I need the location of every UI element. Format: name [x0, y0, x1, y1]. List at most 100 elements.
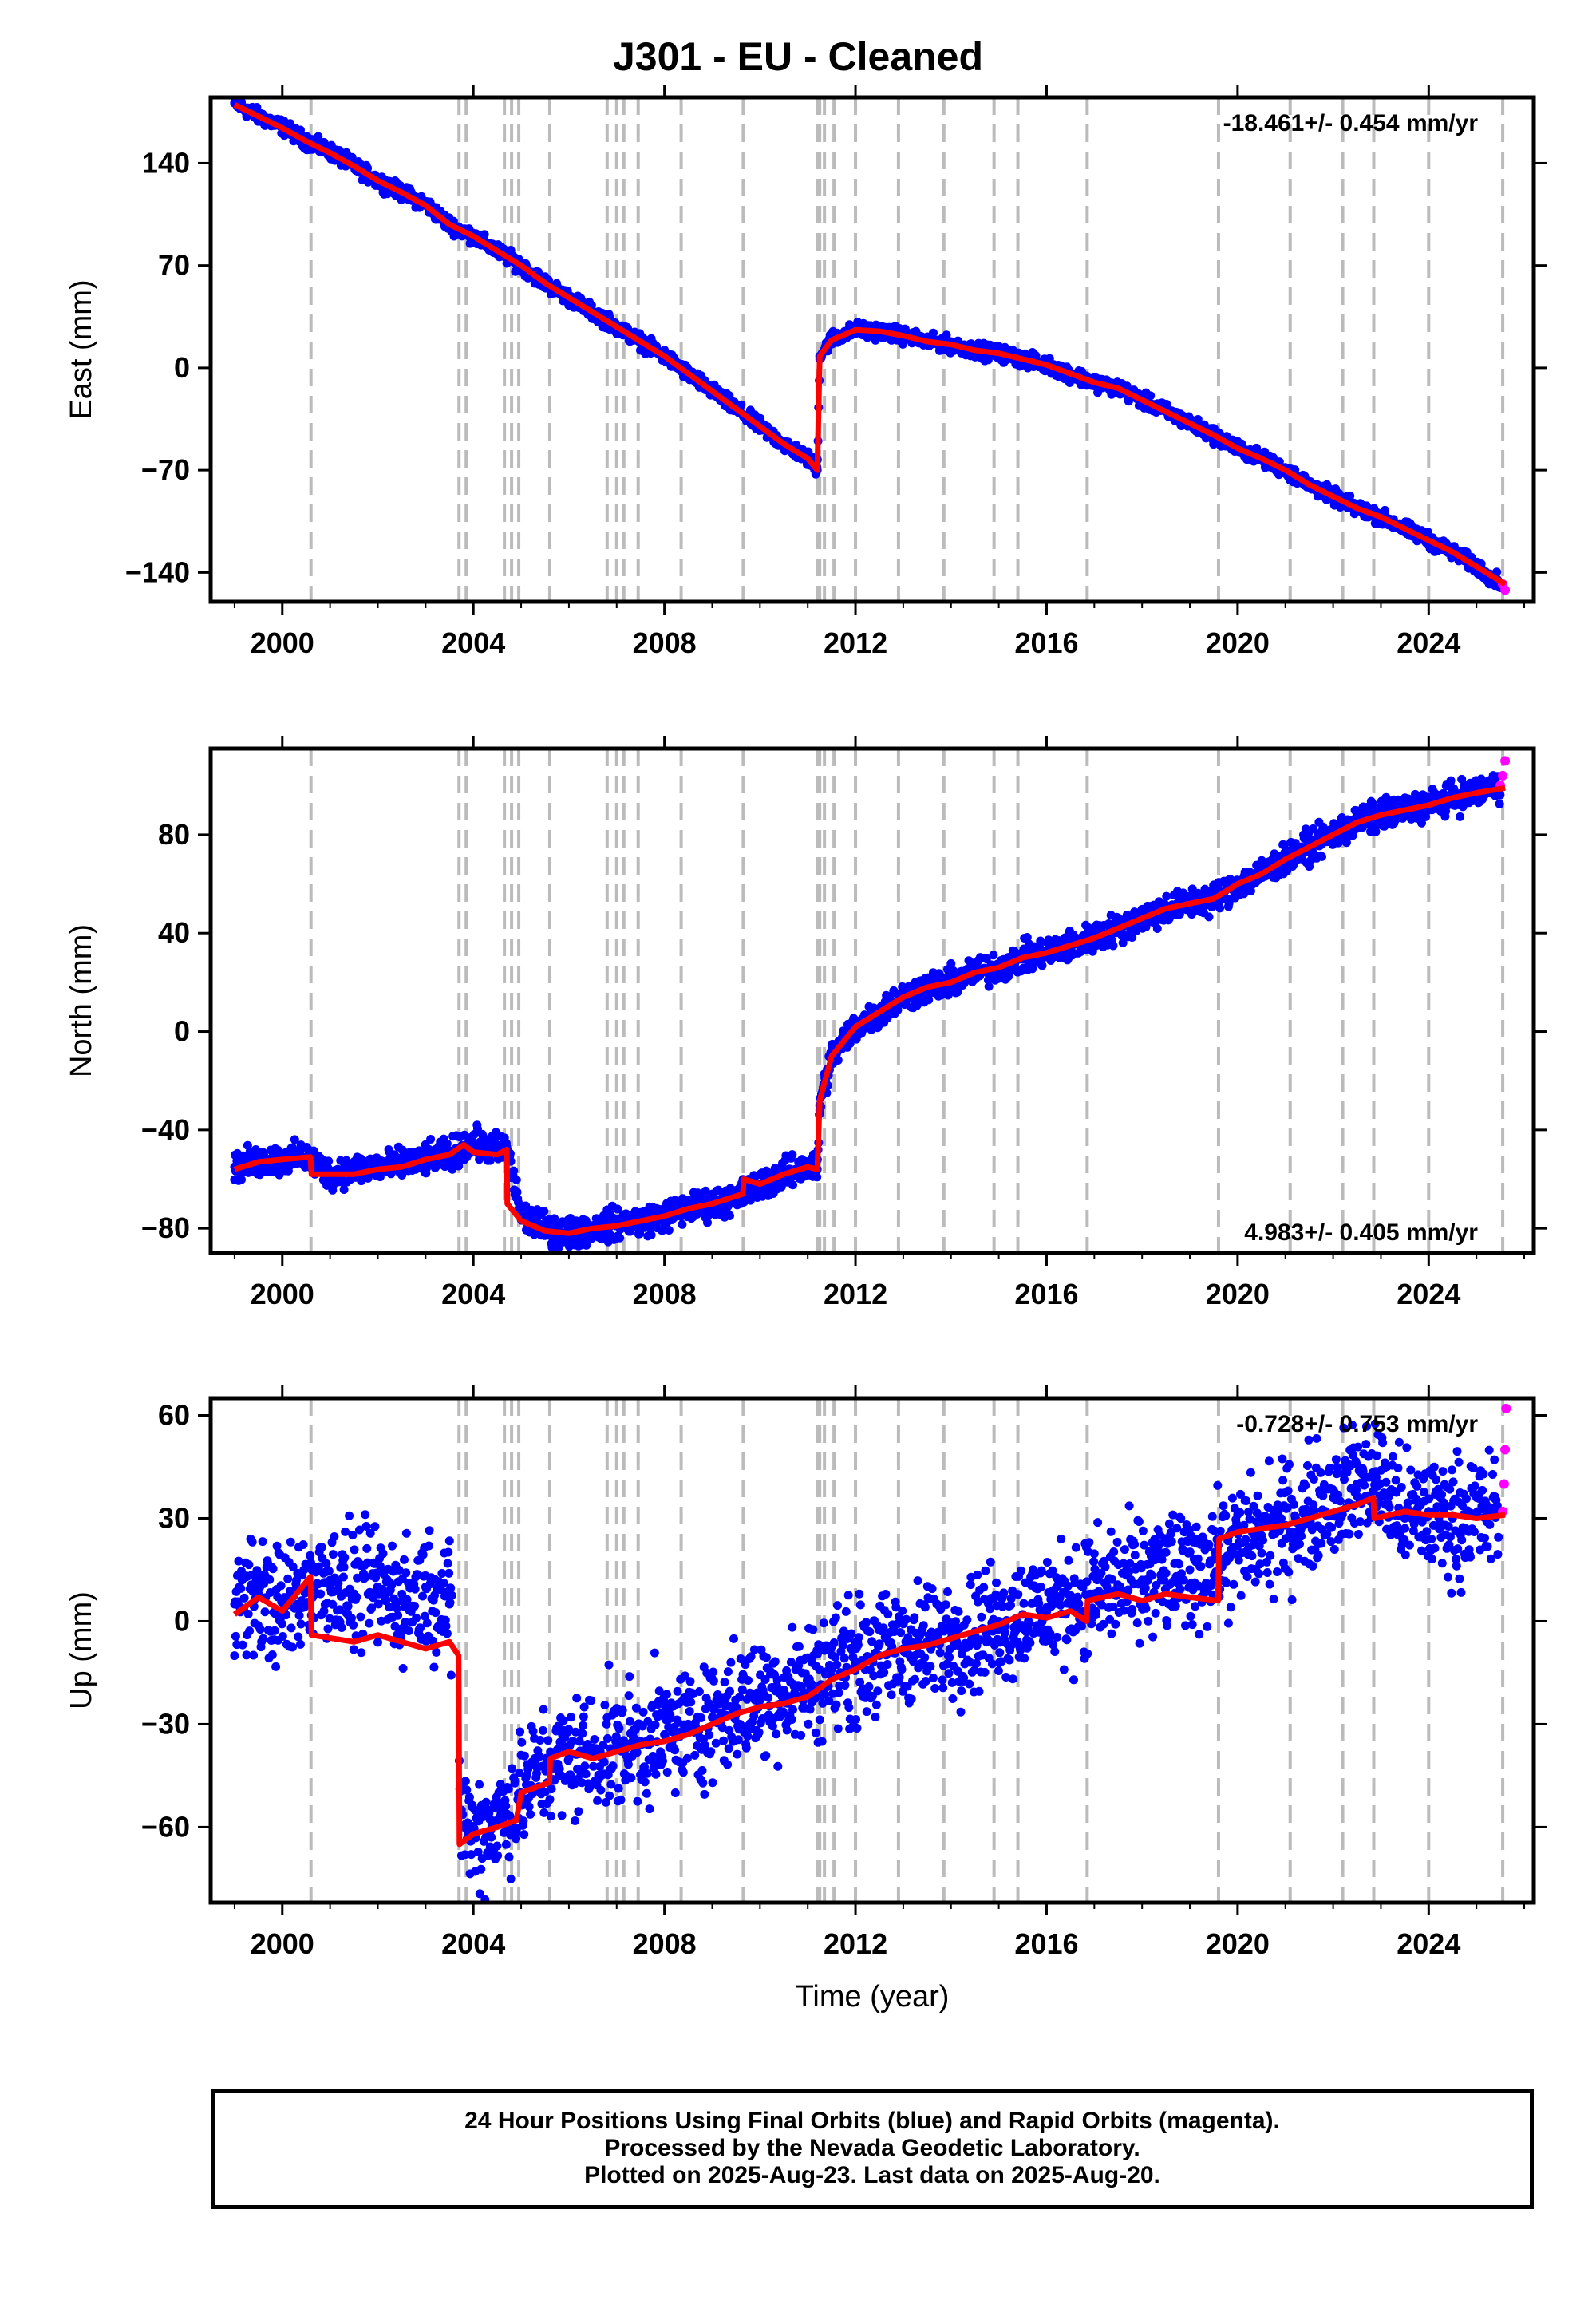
final-orbit-point	[270, 1626, 279, 1635]
final-orbit-point	[278, 1619, 286, 1629]
final-orbit-point	[1492, 567, 1502, 577]
final-orbit-point	[265, 1575, 275, 1584]
final-orbit-point	[244, 1560, 254, 1570]
final-orbit-point	[278, 1632, 287, 1641]
final-orbit-point	[239, 1593, 249, 1603]
final-orbit-point	[550, 1214, 559, 1223]
final-orbit-point	[347, 1614, 356, 1623]
rate-label: 4.983+/- 0.405 mm/yr	[1244, 1219, 1478, 1246]
final-orbit-point	[286, 1623, 296, 1633]
final-orbit-point	[340, 1553, 350, 1563]
rapid-orbit-point	[1500, 585, 1511, 595]
x-tick-label: 2012	[824, 626, 887, 659]
final-orbit-point	[356, 1612, 365, 1622]
final-orbit-point	[271, 1662, 281, 1671]
final-orbit-point	[646, 1231, 656, 1239]
x-tick-label: 2012	[824, 1278, 887, 1310]
final-orbit-point	[286, 1537, 295, 1547]
final-orbit-point	[893, 1006, 903, 1015]
y-tick-label: −80	[141, 1211, 190, 1244]
final-orbit-point	[1036, 936, 1045, 946]
final-orbit-point	[989, 951, 998, 960]
final-orbit-point	[1175, 910, 1184, 919]
final-orbit-point	[349, 1620, 358, 1630]
rapid-orbit-point	[1500, 756, 1511, 766]
final-orbit-point	[259, 1150, 269, 1160]
final-orbit-point	[812, 1172, 822, 1182]
final-orbit-point	[635, 1229, 645, 1239]
final-orbit-point	[512, 1188, 522, 1197]
final-orbit-point	[426, 1135, 436, 1144]
final-orbit-point	[1028, 964, 1037, 974]
final-orbit-point	[1446, 776, 1456, 785]
final-orbit-point	[317, 1543, 326, 1552]
model-fit-line	[233, 102, 1507, 587]
final-orbit-point	[845, 1039, 855, 1048]
x-tick-label: 2016	[1014, 1278, 1078, 1310]
chart-title: J301 - EU - Cleaned	[612, 34, 984, 79]
final-orbit-point	[306, 1551, 315, 1560]
final-orbit-point	[1162, 891, 1171, 901]
final-orbit-point	[283, 1574, 293, 1583]
final-orbit-point	[1495, 790, 1505, 800]
final-orbit-point	[337, 1623, 346, 1632]
final-orbit-point	[288, 1642, 297, 1652]
final-orbit-point	[357, 1648, 366, 1658]
final-orbit-point	[984, 982, 994, 991]
final-orbit-point	[334, 1605, 344, 1614]
final-orbit-point	[1215, 903, 1225, 913]
final-orbit-point	[330, 1532, 339, 1541]
final-orbit-point	[468, 1137, 478, 1147]
x-tick-label: 2020	[1206, 1278, 1270, 1310]
rapid-orbit-point	[1498, 770, 1508, 781]
final-orbit-point	[242, 1650, 251, 1660]
final-orbit-point	[334, 1579, 343, 1588]
final-orbit-point	[664, 1226, 674, 1235]
final-orbit-point	[328, 1599, 338, 1609]
y-tick-label: 0	[174, 351, 190, 384]
final-orbit-point	[329, 1550, 338, 1559]
x-tick-label: 2024	[1396, 1278, 1460, 1310]
final-orbit-point	[1317, 852, 1326, 861]
rate-label: -18.461+/- 0.454 mm/yr	[1223, 110, 1479, 136]
y-tick-label: 70	[158, 249, 190, 282]
final-orbit-point	[1345, 491, 1355, 500]
final-orbit-point	[788, 1150, 797, 1160]
final-orbit-point	[725, 1211, 734, 1220]
final-orbit-point	[1495, 799, 1504, 808]
final-orbit-point	[247, 1537, 257, 1547]
final-orbit-point	[339, 1563, 349, 1572]
final-orbit-point	[316, 1589, 326, 1599]
final-orbit-point	[929, 328, 938, 338]
y-tick-label: −70	[141, 453, 190, 486]
y-axis-label: North (mm)	[65, 924, 98, 1077]
final-orbit-point	[237, 1175, 246, 1184]
final-orbit-point	[1204, 912, 1214, 922]
x-tick-label: 2000	[251, 1278, 314, 1310]
x-tick-label: 2008	[633, 626, 697, 659]
final-orbit-point	[1022, 933, 1032, 942]
final-orbit-point	[1371, 827, 1381, 836]
final-orbit-point	[294, 1611, 304, 1620]
y-tick-label: −140	[125, 555, 190, 588]
final-orbit-point	[338, 1572, 348, 1582]
final-orbit-point	[306, 1558, 315, 1567]
final-orbit-point	[296, 1639, 305, 1649]
final-orbit-point	[613, 1204, 622, 1214]
final-orbit-point	[1417, 818, 1426, 828]
final-orbit-point	[292, 1575, 301, 1585]
final-orbit-point	[1108, 941, 1118, 951]
final-orbit-point	[319, 1607, 329, 1616]
final-orbit-point	[314, 132, 323, 141]
final-orbit-point	[1128, 933, 1137, 942]
final-orbit-point	[267, 1650, 277, 1659]
final-orbit-point	[701, 1186, 710, 1196]
y-axis-label: East (mm)	[65, 279, 98, 419]
y-tick-label: −40	[141, 1113, 190, 1146]
final-orbit-point	[322, 1559, 331, 1568]
final-orbit-point	[268, 1564, 278, 1574]
plot-frame	[208, 746, 1536, 1255]
